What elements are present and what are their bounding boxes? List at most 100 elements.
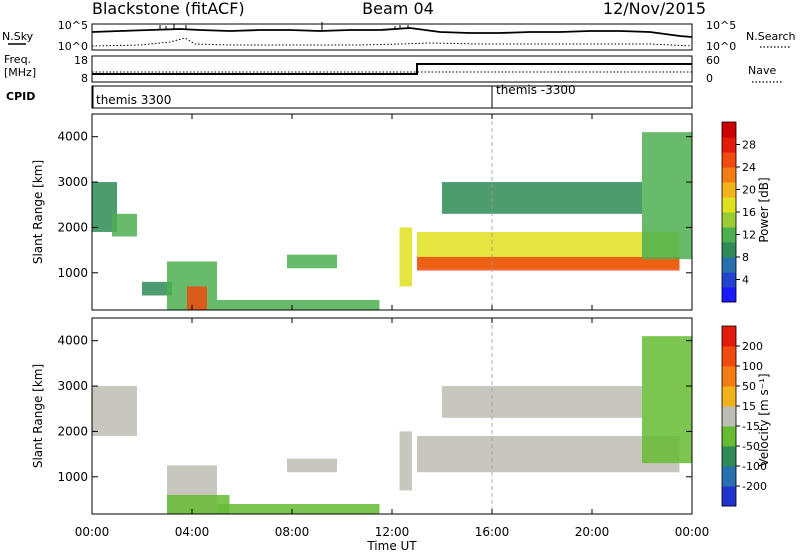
sky-right-tick-bottom: 10^0 (706, 40, 736, 53)
x-tick-label: 00:00 (675, 525, 710, 539)
colorbar-tick-label: 20 (742, 184, 756, 197)
x-tick-label: 00:00 (75, 525, 110, 539)
heatmap-cell (642, 336, 692, 464)
colorbar-swatch (722, 326, 736, 347)
heatmap-cell (217, 504, 380, 514)
sky-right-label: N.Search (746, 30, 796, 43)
colorbar-swatch (722, 386, 736, 407)
colorbar-tick-label: 8 (742, 251, 749, 264)
power-panel: Slant Range [km] 4000 3000 2000 1000 28 24 20… (31, 113, 771, 311)
colorbar-tick-label: 100 (742, 360, 763, 373)
y-tick-label: 4000 (57, 334, 88, 348)
colorbar-swatch (722, 167, 736, 183)
colorbar-swatch (722, 486, 736, 507)
colorbar-tick-label: 15 (742, 400, 756, 413)
heatmap-cell (142, 281, 172, 296)
colorbar-tick-label: 50 (742, 380, 756, 393)
x-tick-label: 20:00 (575, 525, 610, 539)
heatmap-cell (187, 286, 207, 310)
y-tick-label: 2000 (57, 220, 88, 234)
cpid-segment-2: themis -3300 (496, 83, 576, 97)
sky-left-tick-top: 10^5 (58, 19, 88, 32)
colorbar-swatch (722, 137, 736, 153)
cpid-label: CPID (6, 90, 35, 103)
velocity-ylabel: Slant Range [km] (31, 364, 45, 468)
heatmap-cell (442, 182, 642, 214)
heatmap-cell (287, 458, 337, 473)
nave-tick-bottom: 0 (706, 72, 713, 85)
colorbar-tick-label: -15 (742, 420, 760, 433)
y-tick-label: 4000 (57, 130, 88, 144)
heatmap-cell (399, 431, 412, 491)
cpid-segment-1: themis 3300 (96, 93, 171, 107)
y-tick-label: 3000 (57, 175, 88, 189)
power-cells (92, 132, 692, 310)
power-colorbar: 28 24 20 16 12 8 4 (721, 121, 756, 303)
colorbar-swatch (722, 152, 736, 168)
x-tick-label: 04:00 (175, 525, 210, 539)
cpid-panel: CPID themis 3300 themis -3300 (6, 83, 693, 109)
freq-tick-bottom: 8 (81, 72, 88, 85)
colorbar-swatch (722, 406, 736, 427)
heatmap-cell (92, 386, 137, 436)
colorbar-swatch (722, 197, 736, 213)
colorbar-swatch (722, 287, 736, 303)
nave-label: Nave (748, 64, 776, 77)
x-tick-label: 16:00 (475, 525, 510, 539)
sky-dotted-line (91, 37, 693, 47)
colorbar-swatch (722, 182, 736, 198)
colorbar-swatch (722, 212, 736, 228)
y-tick-label: 1000 (57, 470, 88, 484)
velocity-panel: Slant Range [km] 4000 3000 2000 1000 200 100… (31, 317, 771, 515)
heatmap-cell (642, 132, 692, 260)
heatmap-cell (167, 494, 230, 514)
colorbar-swatch (722, 257, 736, 273)
colorbar-swatch (722, 227, 736, 243)
colorbar-tick-label: 28 (742, 139, 756, 152)
colorbar-swatch (722, 446, 736, 467)
x-tick-label: 12:00 (375, 525, 410, 539)
velocity-colorbar: 200 100 50 15 -15 -50 -100 -200 (721, 325, 767, 507)
y-tick-label: 3000 (57, 379, 88, 393)
frequency-step-line (92, 63, 692, 75)
beam-title: Beam 04 (362, 0, 434, 18)
heatmap-cell (217, 300, 380, 310)
power-ylabel: Slant Range [km] (31, 160, 45, 264)
velocity-yticks: 4000 3000 2000 1000 (57, 334, 692, 484)
colorbar-tick-label: 200 (742, 340, 763, 353)
colorbar-swatch (722, 346, 736, 367)
colorbar-swatch (722, 242, 736, 258)
heatmap-cell (112, 213, 137, 237)
heatmap-cell (417, 256, 680, 271)
y-tick-label: 1000 (57, 266, 88, 280)
x-tick-label: 08:00 (275, 525, 310, 539)
freq-label-1: Freq. (4, 53, 31, 66)
frequency-panel: Freq. [MHz] 18 8 60 0 Nave (4, 53, 782, 85)
colorbar-tick-label: 12 (742, 229, 756, 242)
velocity-colorbar-label: Velocity [m s⁻¹] (757, 373, 771, 466)
power-colorbar-label: Power [dB] (757, 177, 771, 242)
colorbar-tick-label: -100 (742, 460, 767, 473)
velocity-cells (92, 336, 692, 514)
colorbar-swatch (722, 366, 736, 387)
sky-spikes (159, 22, 409, 31)
colorbar-tick-label: -200 (742, 480, 767, 493)
colorbar-swatch (722, 122, 736, 138)
x-axis-ticks: 00:00 04:00 08:00 12:00 16:00 20:00 00:00 (75, 114, 710, 539)
sky-panel: N.Sky 10^5 10^0 10^5 10^0 N.Search (2, 19, 796, 53)
sky-left-label: N.Sky (2, 30, 34, 43)
heatmap-cell (287, 254, 337, 269)
nave-tick-top: 60 (706, 54, 720, 67)
y-tick-label: 2000 (57, 424, 88, 438)
colorbar-swatch (722, 466, 736, 487)
sky-solid-line (91, 27, 693, 38)
power-yticks: 4000 3000 2000 1000 (57, 130, 692, 280)
freq-tick-top: 18 (74, 54, 88, 67)
heatmap-cell (442, 386, 642, 418)
station-title: Blackstone (fitACF) (92, 0, 245, 18)
colorbar-swatch (722, 426, 736, 447)
colorbar-tick-label: 16 (742, 206, 756, 219)
heatmap-cell (417, 435, 680, 473)
date-title: 12/Nov/2015 (603, 0, 706, 18)
